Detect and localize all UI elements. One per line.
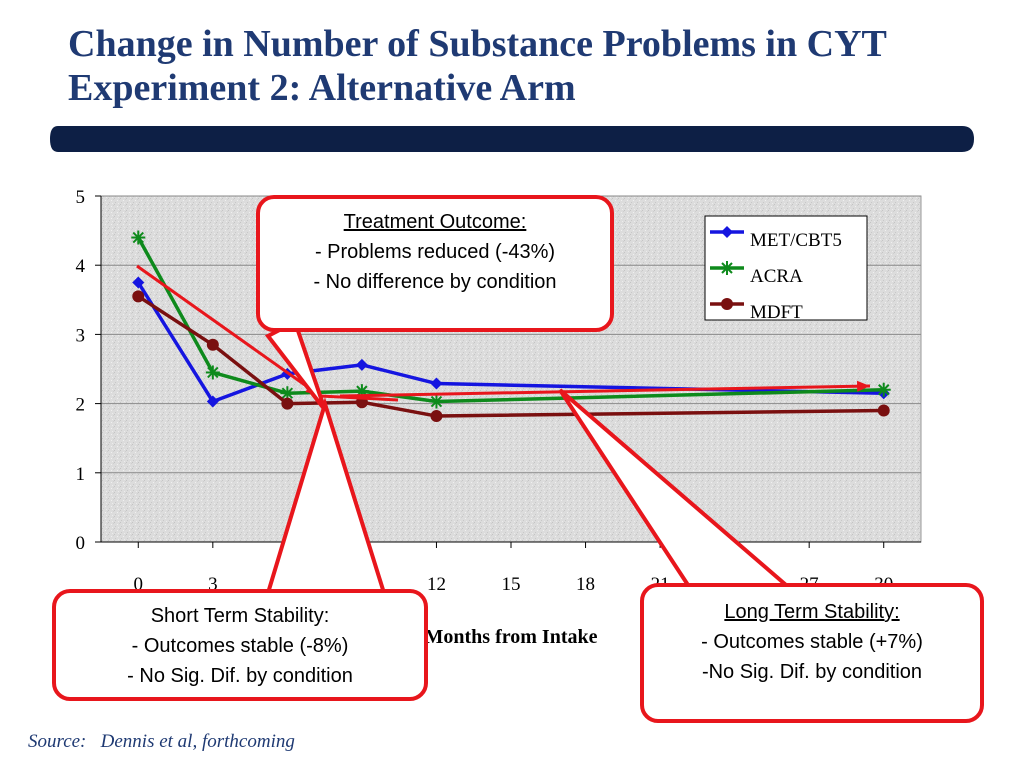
y-tick-label: 3 (76, 325, 86, 346)
callout-line: - Outcomes stable (-8%) (131, 635, 349, 657)
data-point-stroke (878, 384, 890, 396)
data-point (430, 410, 443, 423)
data-point-stroke (207, 366, 219, 379)
x-tick-label: 0 (134, 574, 144, 595)
source-text: Dennis et al, forthcoming (100, 731, 295, 752)
callout-short-term-stability: Short Term Stability: - Outcomes stable … (52, 589, 428, 701)
data-point-stroke (430, 395, 443, 408)
series-line (136, 281, 884, 404)
callout-heading: Treatment Outcome: (343, 211, 527, 233)
data-point (280, 386, 295, 401)
legend-label: ACRA (750, 266, 803, 287)
legend-entry: MDFT (710, 298, 803, 323)
data-point-stroke (281, 387, 294, 399)
x-tick-label: 18 (576, 574, 595, 595)
x-tick-label: 15 (502, 574, 521, 595)
y-tick-label: 2 (76, 395, 86, 416)
arrow-head (857, 380, 870, 392)
source-note: Source: Dennis et al, forthcoming (28, 731, 295, 753)
data-point (132, 276, 145, 289)
data-point (429, 394, 444, 409)
y-tick-label: 4 (76, 256, 86, 277)
annotation-arrow (339, 380, 871, 398)
arrow-segment (319, 394, 399, 402)
data-point (132, 290, 145, 303)
legend-entry: MET/CBT5 (710, 226, 842, 251)
x-axis-label: Months from Intake (425, 626, 598, 648)
callout-treatment-outcome: Treatment Outcome: - Problems reduced (-… (256, 195, 614, 332)
callout-line: - Outcomes stable (+7%) (701, 631, 923, 653)
arrow-shaft (136, 264, 320, 397)
y-tick-labels: 0 1 2 3 4 5 (76, 187, 86, 554)
data-point (720, 261, 734, 275)
y-tick-label: 5 (76, 187, 86, 208)
callout-line: - No difference by condition (313, 271, 557, 293)
data-point (206, 395, 219, 408)
callout-line: -No Sig. Dif. by condition (701, 661, 923, 683)
callout-heading: Short Term Stability: (150, 605, 330, 627)
x-tick-label: 12 (427, 574, 446, 595)
data-point (430, 377, 443, 390)
callout-line: - Problems reduced (-43%) (314, 241, 556, 263)
arrow-shaft (339, 384, 871, 398)
data-point (205, 365, 220, 380)
callout-heading: Long Term Stability: (724, 601, 900, 623)
callout-long-term-stability: Long Term Stability: - Outcomes stable (… (640, 583, 984, 723)
data-point (355, 358, 368, 371)
source-label: Source: (28, 731, 87, 752)
legend-entry: ACRA (710, 261, 803, 287)
legend: MET/CBT5 ACRA MDFT (704, 215, 868, 323)
x-tick-label: 3 (208, 574, 218, 595)
y-tick-label: 0 (76, 533, 86, 554)
data-point-stroke (132, 231, 144, 244)
legend-label: MET/CBT5 (750, 230, 842, 251)
data-point (131, 230, 146, 245)
legend-label: MDFT (750, 302, 803, 323)
data-point-stroke (721, 262, 733, 274)
title-underline-bar (50, 126, 974, 152)
data-point (721, 226, 733, 238)
callout-line: - No Sig. Dif. by condition (127, 665, 353, 687)
data-point (206, 338, 219, 351)
slide-title: Change in Number of Substance Problems i… (68, 23, 887, 109)
data-point (281, 397, 294, 410)
data-point (876, 382, 891, 397)
data-point (721, 298, 733, 310)
series-line (136, 236, 884, 404)
data-point (877, 404, 890, 417)
y-tick-label: 1 (76, 464, 86, 485)
